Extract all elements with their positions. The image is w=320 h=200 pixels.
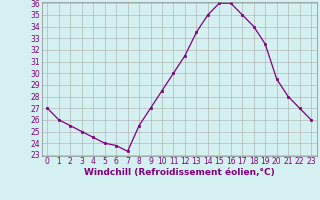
X-axis label: Windchill (Refroidissement éolien,°C): Windchill (Refroidissement éolien,°C) [84,168,275,177]
